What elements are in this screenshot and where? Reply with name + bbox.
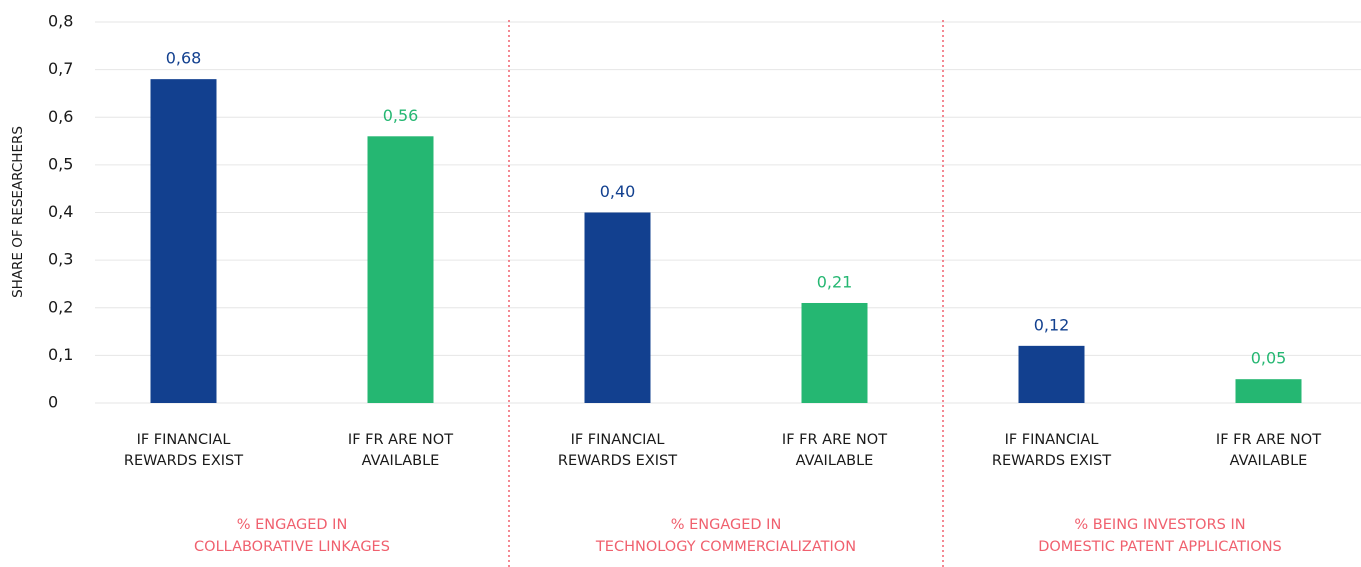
x-tick-label: AVAILABLE xyxy=(362,453,440,469)
bar xyxy=(1235,379,1302,403)
bar xyxy=(367,136,434,404)
x-tick-label: REWARDS EXIST xyxy=(124,453,243,469)
x-tick-label: AVAILABLE xyxy=(1230,453,1308,469)
group-label: COLLABORATIVE LINKAGES xyxy=(194,539,390,555)
x-tick-label: AVAILABLE xyxy=(796,453,874,469)
y-tick-label: 0,2 xyxy=(48,297,73,316)
x-tick-label: IF FR ARE NOT xyxy=(1216,432,1321,448)
bar xyxy=(584,212,651,403)
bar xyxy=(150,79,217,404)
group-label: % ENGAGED IN xyxy=(237,517,348,533)
y-tick-label: 0,6 xyxy=(48,107,73,126)
y-tick-label: 0,4 xyxy=(48,202,73,221)
bar xyxy=(1018,345,1085,403)
value-label: 0,40 xyxy=(600,182,636,201)
group-label: % ENGAGED IN xyxy=(671,517,782,533)
group-label: % BEING INVESTORS IN xyxy=(1074,517,1245,533)
x-tick-label: IF FR ARE NOT xyxy=(348,432,453,448)
bar xyxy=(801,302,868,403)
value-label: 0,68 xyxy=(166,49,202,68)
y-tick-label: 0,1 xyxy=(48,345,73,364)
value-label: 0,56 xyxy=(383,106,419,125)
group-label: TECHNOLOGY COMMERCIALIZATION xyxy=(595,539,856,555)
value-label: 0,05 xyxy=(1251,349,1287,368)
value-label: 0,21 xyxy=(817,272,853,291)
y-tick-label: 0,8 xyxy=(48,12,73,31)
x-tick-label: REWARDS EXIST xyxy=(992,453,1111,469)
y-axis-label: SHARE OF RESEARCHERS xyxy=(10,126,26,298)
x-tick-label: IF FINANCIAL xyxy=(571,432,665,448)
x-tick-label: IF FINANCIAL xyxy=(1005,432,1099,448)
x-tick-label: IF FR ARE NOT xyxy=(782,432,887,448)
y-tick-label: 0,7 xyxy=(48,59,73,78)
x-tick-label: REWARDS EXIST xyxy=(558,453,677,469)
group-label: DOMESTIC PATENT APPLICATIONS xyxy=(1038,539,1282,555)
x-tick-label: IF FINANCIAL xyxy=(137,432,231,448)
y-tick-label: 0,5 xyxy=(48,154,73,173)
y-tick-label: 0 xyxy=(48,393,58,412)
y-tick-label: 0,3 xyxy=(48,250,73,269)
value-label: 0,12 xyxy=(1034,315,1070,334)
